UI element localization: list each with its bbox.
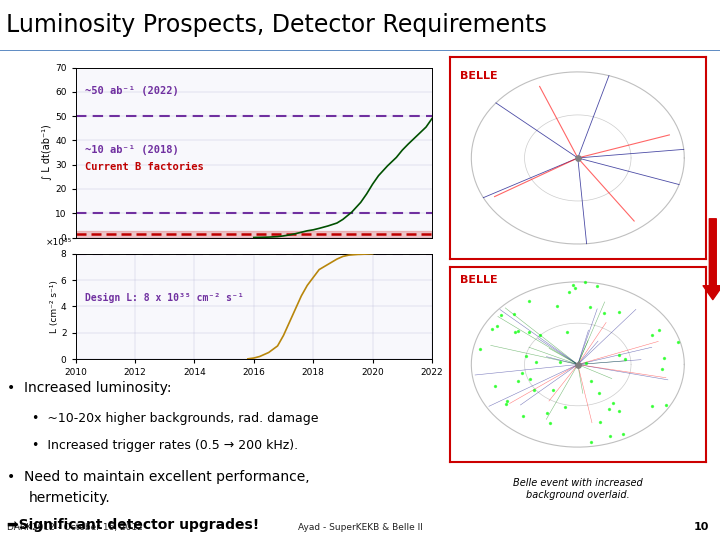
Text: Belle event with increased
background overlaid.: Belle event with increased background ov… xyxy=(513,478,643,500)
Point xyxy=(520,352,531,360)
Point xyxy=(659,353,670,362)
Point xyxy=(512,327,523,336)
Point xyxy=(657,365,668,374)
Point xyxy=(594,418,606,427)
Point xyxy=(512,377,523,386)
Text: ~50 ab⁻¹ (2022): ~50 ab⁻¹ (2022) xyxy=(84,86,179,96)
Point xyxy=(562,328,573,336)
Point xyxy=(486,325,498,334)
Point xyxy=(619,355,631,364)
Point xyxy=(580,278,591,287)
Point xyxy=(531,357,542,366)
Point xyxy=(593,389,605,397)
Point xyxy=(523,297,534,306)
Point xyxy=(541,408,553,417)
Point xyxy=(617,429,629,438)
Y-axis label: ∫ L dt(ab⁻¹): ∫ L dt(ab⁻¹) xyxy=(42,125,53,180)
Point xyxy=(547,386,559,394)
Point xyxy=(603,405,615,414)
Text: Design L: 8 x 10³⁵ cm⁻² s⁻¹: Design L: 8 x 10³⁵ cm⁻² s⁻¹ xyxy=(84,293,243,303)
Point xyxy=(647,402,658,410)
Point xyxy=(580,359,592,367)
Text: Ayad - SuperKEKB & Belle II: Ayad - SuperKEKB & Belle II xyxy=(297,523,423,531)
Text: BELLE: BELLE xyxy=(460,275,498,285)
Point xyxy=(647,330,658,339)
Point xyxy=(509,328,521,336)
Text: BELLE: BELLE xyxy=(460,71,498,81)
Point xyxy=(489,382,500,390)
Text: ×10³⁵: ×10³⁵ xyxy=(46,238,72,247)
Point xyxy=(518,411,529,420)
Point xyxy=(474,345,486,354)
Point xyxy=(567,280,578,289)
Point xyxy=(613,407,625,415)
Point xyxy=(552,301,563,310)
Point xyxy=(585,303,596,312)
Y-axis label: L (cm⁻² s⁻¹): L (cm⁻² s⁻¹) xyxy=(50,280,60,333)
Point xyxy=(604,432,616,441)
Point xyxy=(524,375,536,383)
Text: Current B factories: Current B factories xyxy=(84,161,203,172)
Text: Luminosity Prospects, Detector Requirements: Luminosity Prospects, Detector Requireme… xyxy=(6,12,546,37)
Text: ~10 ab⁻¹ (2018): ~10 ab⁻¹ (2018) xyxy=(84,145,179,156)
Point xyxy=(501,397,513,406)
Point xyxy=(563,287,575,296)
Point xyxy=(508,310,520,319)
Text: DARK2012 - October 16, 2012: DARK2012 - October 16, 2012 xyxy=(7,523,143,531)
Point xyxy=(495,311,507,320)
Point xyxy=(500,400,512,408)
Text: ➡Significant detector upgrades!: ➡Significant detector upgrades! xyxy=(7,518,259,532)
Point xyxy=(585,377,597,386)
Text: •  ~10-20x higher backgrounds, rad. damage: • ~10-20x higher backgrounds, rad. damag… xyxy=(32,412,319,425)
Text: •  Increased luminosity:: • Increased luminosity: xyxy=(7,381,171,395)
Point xyxy=(559,403,571,411)
Text: 10: 10 xyxy=(694,522,709,532)
Point xyxy=(660,401,672,409)
Point xyxy=(672,338,684,347)
Point xyxy=(569,284,580,292)
Point xyxy=(554,357,566,366)
Point xyxy=(613,350,624,359)
Point xyxy=(585,437,597,446)
Point xyxy=(523,328,535,336)
Point xyxy=(613,308,625,316)
Point xyxy=(653,325,665,334)
Point xyxy=(608,399,619,407)
Text: hermeticity.: hermeticity. xyxy=(29,491,111,505)
Point xyxy=(535,331,546,340)
Point xyxy=(492,321,503,330)
Point xyxy=(516,369,527,377)
Point xyxy=(572,360,583,369)
Point xyxy=(528,385,540,394)
Point xyxy=(598,309,610,318)
Point xyxy=(572,153,583,162)
Bar xyxy=(76,231,432,238)
Point xyxy=(544,418,556,427)
Text: •  Need to maintain excellent performance,: • Need to maintain excellent performance… xyxy=(7,470,310,484)
Text: •  Increased trigger rates (0.5 → 200 kHz).: • Increased trigger rates (0.5 → 200 kHz… xyxy=(32,439,299,452)
Point xyxy=(592,281,603,290)
